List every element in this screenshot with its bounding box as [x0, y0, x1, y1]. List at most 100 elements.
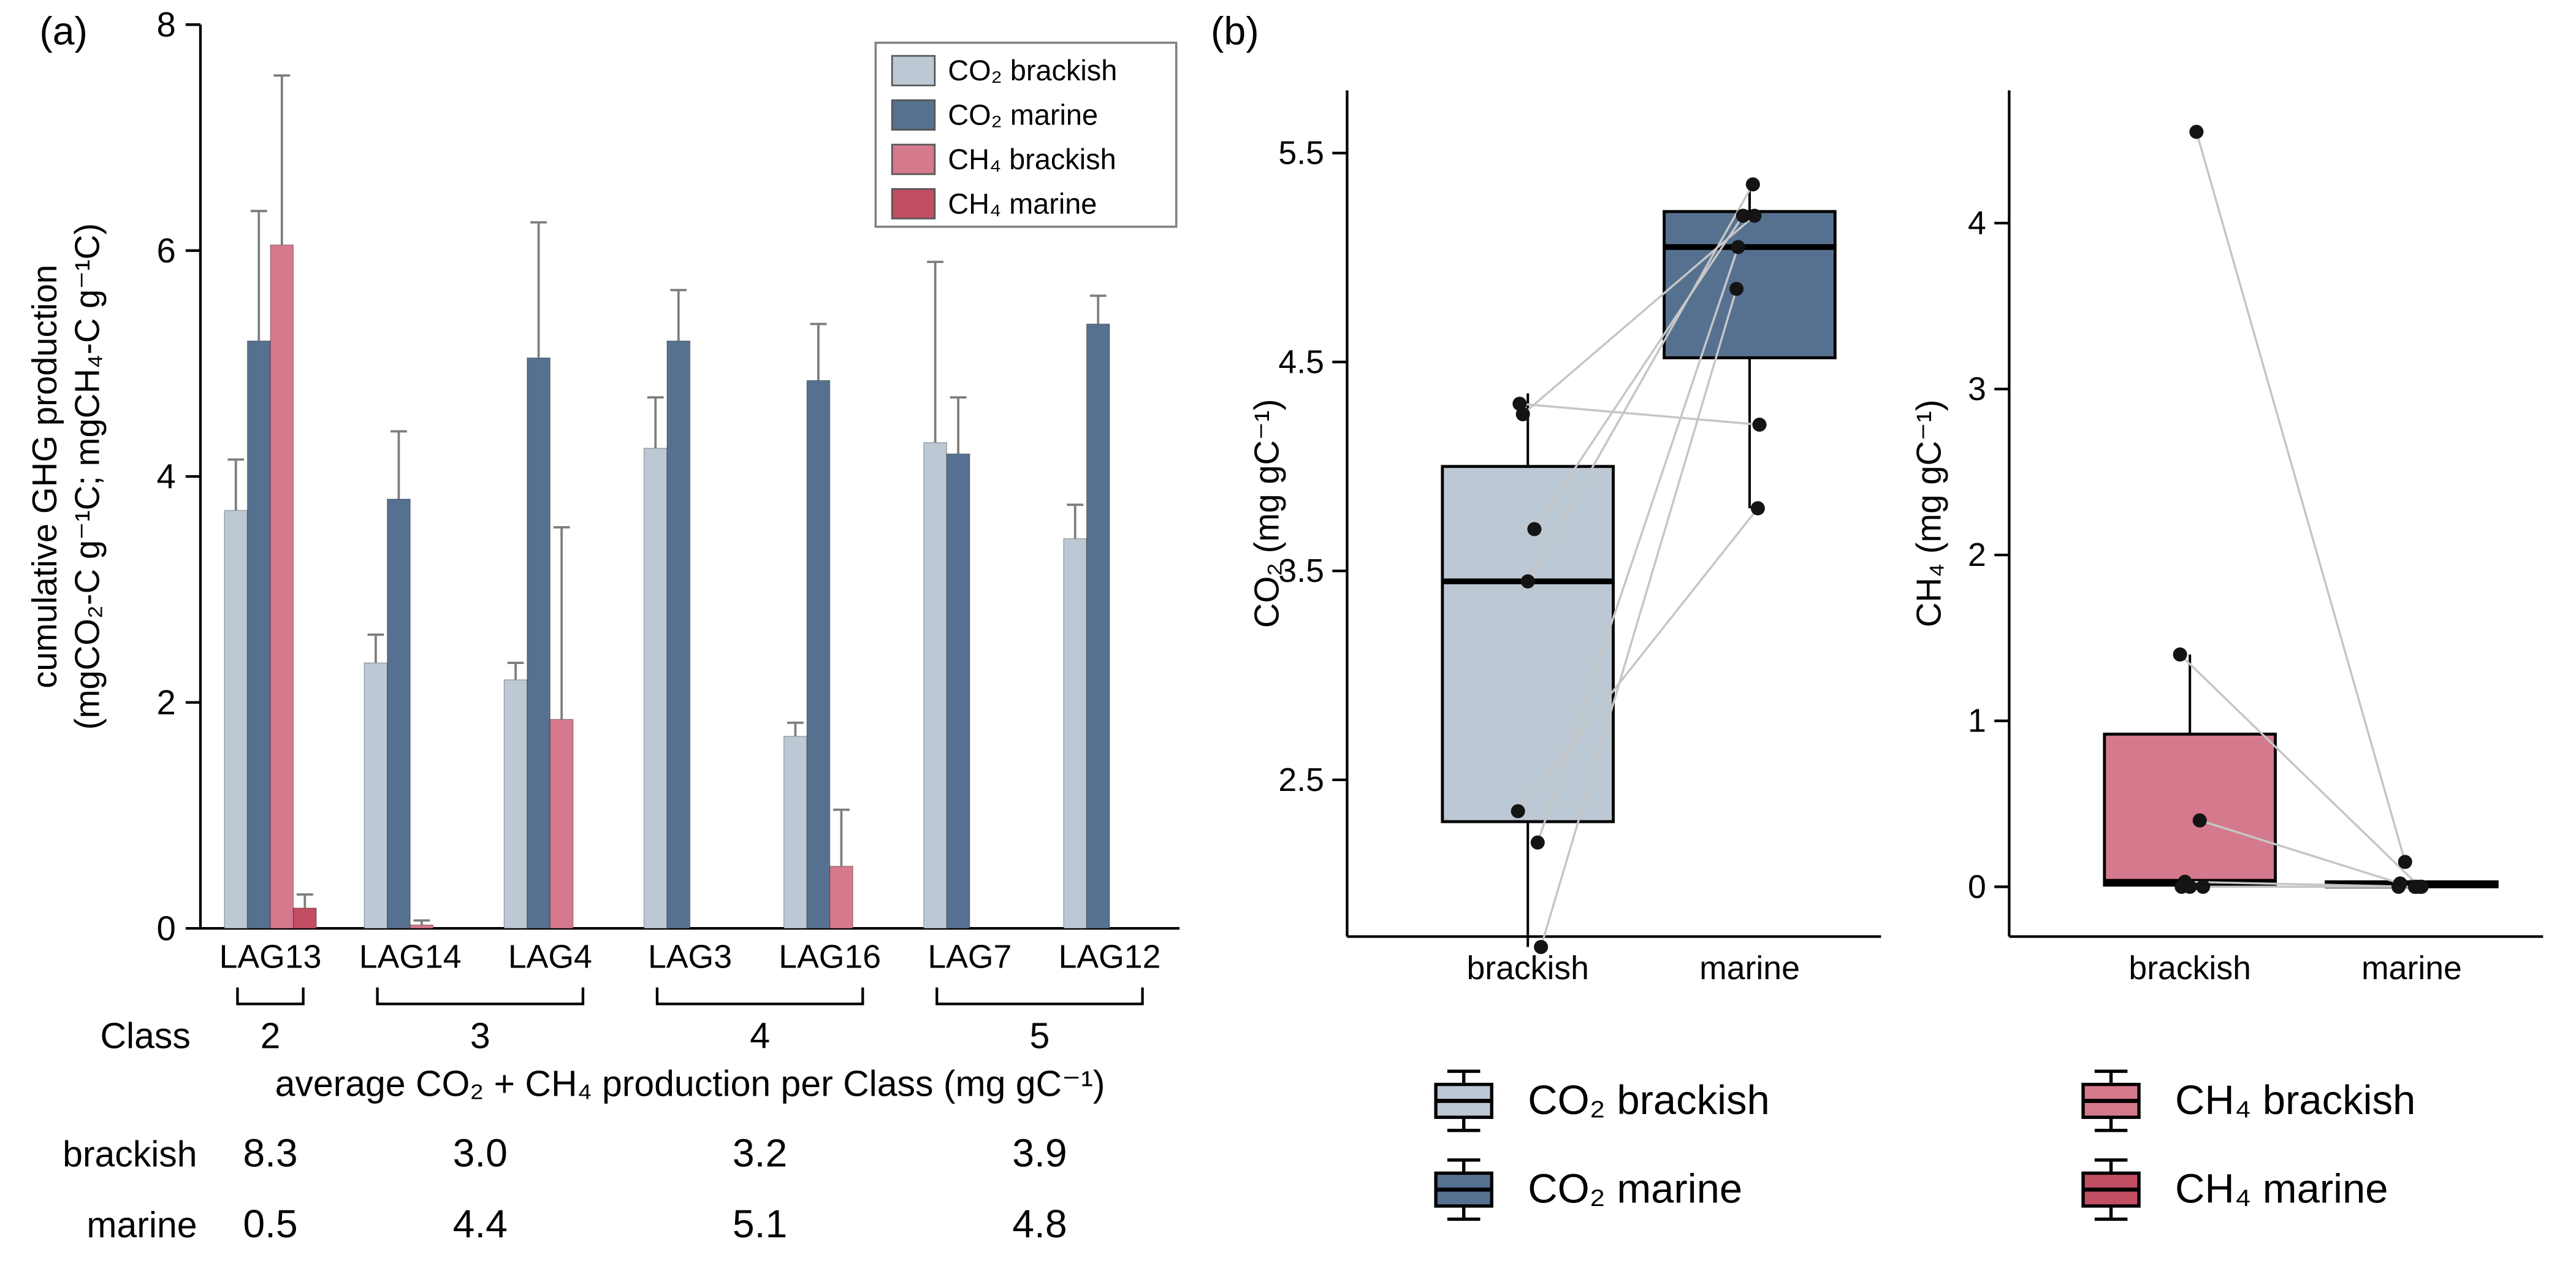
boxplot-glyph-icon [2081, 1158, 2141, 1221]
y-tick-label: 0 [1968, 868, 1986, 905]
data-point [2196, 879, 2211, 894]
legend-label: CO₂ brackish [1528, 1077, 1770, 1123]
x-category-label: LAG4 [508, 938, 592, 975]
legend-co2-boxplots: CO₂ brackish CO₂ marine [1426, 1065, 1770, 1226]
data-point [1520, 574, 1535, 589]
data-point [1512, 397, 1527, 411]
y-tick-label: 5.5 [1278, 135, 1324, 172]
y-axis-title: CO₂ (mg gC⁻¹) [1248, 399, 1286, 628]
data-point [2182, 879, 2197, 894]
pair-line [1539, 288, 1738, 948]
bar [923, 442, 948, 929]
bar [806, 380, 831, 929]
legend-item: CH₄ marine [2073, 1153, 2415, 1226]
class-bracket [936, 987, 1144, 1006]
bar-chart-ghg-production: 0 2 4 6 8 cumulative GHG production (mgCO₂-C g… [25, 6, 1180, 1246]
y-axis-title: CH₄ (mg gC⁻¹) [1910, 400, 1948, 628]
bar [643, 448, 668, 929]
pair-line [1533, 215, 1744, 530]
table-cell: 3.0 [453, 1131, 508, 1175]
bar [364, 662, 388, 929]
pair-line [1536, 246, 1739, 843]
legend-label: CO₂ marine [1528, 1166, 1743, 1212]
boxplot-co2: 2.5 3.5 4.5 5.5 CO₂ (mg gC⁻¹) brackish marine [1248, 90, 1881, 987]
y-tick-label: 4.5 [1278, 343, 1324, 380]
bar [1063, 538, 1088, 929]
y-tick-label: 3 [1968, 370, 1986, 407]
class-number: 5 [1030, 1017, 1050, 1056]
data-point [2173, 647, 2187, 662]
data-point [1752, 418, 1767, 432]
pair-line [2199, 819, 2401, 885]
data-point [1729, 281, 1744, 296]
boxplot-ch4: 0 1 2 3 4 CH₄ (mg gC⁻¹) brackish marine [1910, 90, 2544, 987]
y-tick-label: 4 [1968, 205, 1986, 242]
legend-swatch [891, 143, 936, 175]
bar [292, 907, 317, 929]
data-point [1745, 177, 1760, 192]
data-point [1527, 522, 1542, 536]
legend-swatch [891, 55, 936, 86]
y-tick-label: 1 [1968, 703, 1986, 739]
legend-swatch [891, 188, 936, 220]
y-tick-label: 8 [156, 6, 175, 44]
table-cell: 3.2 [733, 1131, 787, 1175]
boxplot-glyph-icon [2081, 1069, 2141, 1132]
box [2103, 732, 2277, 887]
table-cell: 4.8 [1012, 1202, 1067, 1246]
table-cell: 4.4 [453, 1202, 508, 1246]
class-bracket [376, 987, 585, 1006]
legend-label: CH₄ brackish [2175, 1077, 2416, 1123]
class-number: 2 [261, 1017, 281, 1056]
data-point [2391, 879, 2406, 894]
x-category-label: marine [1699, 950, 1800, 987]
data-point [1511, 804, 1525, 819]
table-row-label: brackish [63, 1135, 197, 1175]
bar [246, 340, 271, 929]
y-axis-title-line2: (mgCO₂-C g⁻¹C; mgCH₄-C g⁻¹C) [68, 223, 107, 730]
data-point [1534, 940, 1549, 955]
y-tick-label: 4 [156, 457, 175, 496]
data-point [2189, 124, 2204, 139]
data-point [2192, 813, 2207, 828]
x-category-label: LAG14 [359, 938, 462, 975]
table-cell: 0.5 [243, 1202, 297, 1246]
x-category-label: brackish [2128, 950, 2251, 987]
class-number: 4 [750, 1017, 770, 1056]
legend-item: CO₂ marine [1426, 1153, 1770, 1226]
bar [1086, 323, 1110, 929]
table-row-label: marine [86, 1205, 197, 1245]
pair-line [1519, 402, 1760, 426]
y-tick-label: 2 [156, 683, 175, 722]
x-category-label: LAG12 [1059, 938, 1161, 975]
bar [224, 510, 248, 929]
x-category-label: marine [2361, 950, 2462, 987]
x-category-label: LAG3 [648, 938, 732, 975]
legend-label: CH₄ brackish [948, 143, 1116, 175]
x-category-label: LAG7 [928, 938, 1012, 975]
bar [270, 244, 294, 929]
table-cell: 8.3 [243, 1131, 297, 1175]
bar [527, 357, 551, 929]
class-bracket [655, 987, 864, 1006]
panel-b-label: (b) [1211, 10, 1259, 55]
data-point [1530, 835, 1545, 850]
class-bracket [236, 987, 305, 1006]
data-point [1731, 240, 1745, 254]
x-category-label: LAG13 [219, 938, 322, 975]
box [1663, 210, 1837, 359]
y-axis-title-line1: cumulative GHG production [25, 265, 64, 689]
bar [666, 340, 691, 929]
box [1441, 465, 1615, 823]
y-tick-label: 3.5 [1278, 552, 1324, 589]
legend-label: CH₄ marine [2175, 1166, 2388, 1212]
bar [410, 924, 434, 929]
boxplot-glyph-icon [1434, 1069, 1493, 1132]
bar [549, 719, 574, 929]
legend-item: CO₂ brackish [1426, 1065, 1770, 1137]
y-tick-label: 2.5 [1278, 762, 1324, 798]
legend-label: CO₂ brackish [948, 55, 1117, 86]
y-tick-label: 6 [156, 231, 175, 270]
legend-swatch [891, 99, 936, 131]
pair-line [1517, 507, 1759, 812]
